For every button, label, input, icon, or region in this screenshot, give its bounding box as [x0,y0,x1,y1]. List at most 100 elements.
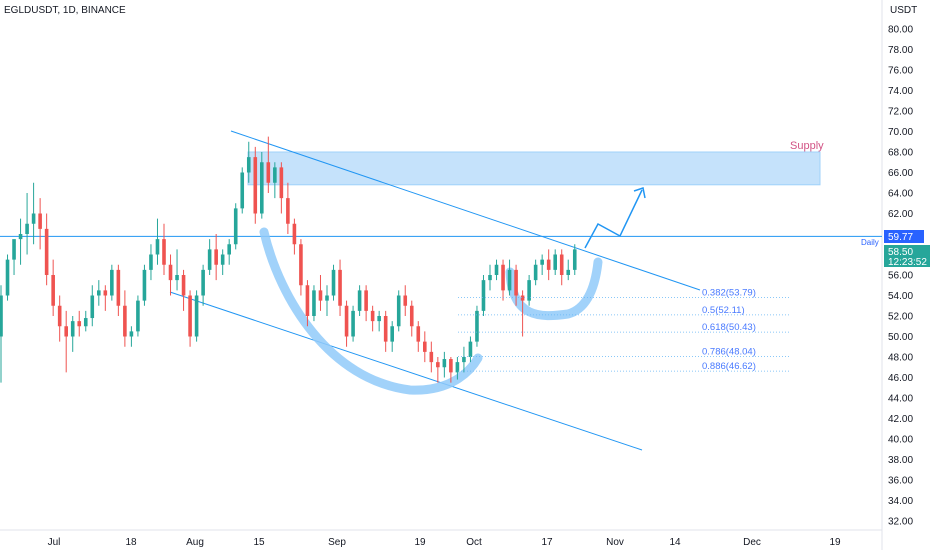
candle [64,310,68,373]
candle-body [188,295,192,337]
candle-body [559,254,564,275]
candle-body [514,269,518,296]
y-tick-label: 64.00 [888,189,913,200]
candle [31,182,36,245]
candle-body [31,213,36,224]
fib-label: 0.5(52.11) [702,305,745,316]
fib-label: 0.382(53.79) [702,288,756,299]
x-tick-label: 17 [541,537,553,548]
candle-body [233,208,238,245]
candle [455,357,460,380]
y-tick-label: 80.00 [888,25,913,36]
handle-curve [505,257,603,321]
y-tick-label: 52.00 [888,312,913,323]
candle [299,239,303,296]
candle [357,285,362,316]
candle-body [246,157,251,173]
candle-body [370,310,375,322]
candle [520,290,525,337]
candle [312,285,316,322]
candle [116,264,121,316]
chart-title: EGLDUSDT, 1D, BINANCE [4,5,126,16]
candle-body [325,295,329,301]
candle-body [488,275,492,281]
x-tick-label: 14 [669,537,681,548]
candle-body [501,264,505,291]
x-tick-label: 15 [253,537,265,548]
supply-zone [247,151,821,186]
candle-body [12,239,16,260]
candle-body [110,269,114,296]
candle [370,305,375,332]
candle [546,249,551,281]
candle-body [97,290,101,296]
candle [0,285,3,383]
y-tick-label: 74.00 [888,86,913,97]
candle [351,305,355,342]
candle [390,321,394,352]
candle-body [390,326,394,342]
candle [403,285,408,316]
y-tick-label: 48.00 [888,353,913,364]
candle [364,285,368,322]
candle-body [540,259,544,265]
candle-body [168,264,173,281]
price-axis[interactable]: 80.00 78.00 76.00 74.00 72.00 70.00 68.00 66.00… [888,25,913,528]
candle-body [338,269,342,306]
time-axis[interactable]: Jul 18 Aug 15 Sep 19 Oct 17 Nov 14 Dec 19 [48,537,841,548]
candle [325,285,329,316]
candle [409,300,414,337]
candle-body [136,300,140,332]
candle [129,326,134,347]
candle-body [57,305,62,327]
y-tick-label: 38.00 [888,455,913,466]
channel-upper-line [230,130,701,291]
candle-body [403,295,408,306]
candle [396,290,401,332]
candle-body [423,341,427,352]
candle-body [377,316,381,322]
candle [383,310,388,352]
candle-body [77,321,82,327]
candle [12,239,16,275]
candle [5,254,10,301]
x-tick-label: 19 [414,537,426,548]
candle [83,310,88,332]
y-tick-label: 70.00 [888,127,913,138]
candle [416,321,421,352]
candle-body [142,269,147,301]
candle [175,249,179,291]
fib-label: 0.886(46.62) [702,361,756,372]
candle [494,259,499,281]
x-tick-label: Nov [606,537,624,548]
candle-body [312,290,316,316]
candle-body [162,239,166,265]
daily-line-label: Daily [861,238,879,247]
x-tick-label: Sep [328,537,346,548]
candle-body [468,341,473,357]
candle-body [155,239,160,255]
candle-body [533,264,538,281]
candle [123,290,127,347]
candle [540,254,544,275]
candle [331,264,336,301]
candle-body [279,167,284,199]
y-tick-label: 78.00 [888,45,913,56]
candle [449,357,453,383]
candle [527,275,531,306]
candle [110,264,114,301]
candle-body [90,295,95,319]
supply-zone-layer [247,151,821,186]
candle [553,249,557,275]
candle [97,280,101,306]
candle-body [409,305,414,327]
candle-body [455,362,460,373]
x-tick-label: Aug [186,537,204,548]
candle [227,239,231,265]
candle-body [305,285,310,316]
candle [572,244,577,275]
candle [18,218,23,265]
candle-body [0,295,3,337]
candle [233,203,238,250]
